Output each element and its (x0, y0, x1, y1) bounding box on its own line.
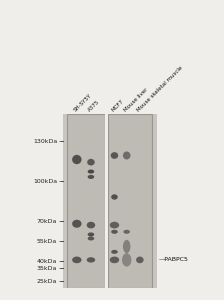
Bar (108, 114, 152, 288)
Ellipse shape (111, 152, 118, 159)
Text: Mouse skeletal muscle: Mouse skeletal muscle (136, 65, 184, 112)
Bar (67, 114, 105, 288)
Ellipse shape (111, 250, 118, 254)
Ellipse shape (110, 256, 119, 263)
Ellipse shape (122, 253, 131, 267)
Ellipse shape (88, 169, 94, 174)
Bar (105, 114, 108, 288)
Ellipse shape (88, 236, 94, 241)
Ellipse shape (87, 257, 95, 262)
Text: MCF7: MCF7 (111, 98, 125, 112)
Ellipse shape (123, 152, 130, 160)
Ellipse shape (72, 256, 82, 263)
Ellipse shape (110, 222, 119, 228)
Ellipse shape (72, 220, 82, 228)
Text: —PABPC5: —PABPC5 (159, 257, 189, 262)
Ellipse shape (123, 240, 130, 253)
Ellipse shape (136, 256, 144, 263)
Ellipse shape (111, 230, 118, 234)
Ellipse shape (88, 232, 94, 236)
Ellipse shape (88, 175, 94, 179)
Text: SH-SY5Y: SH-SY5Y (73, 93, 93, 112)
Ellipse shape (123, 230, 130, 234)
Text: Mouse liver: Mouse liver (123, 87, 149, 112)
Ellipse shape (87, 222, 95, 228)
Ellipse shape (87, 159, 95, 166)
Ellipse shape (72, 155, 82, 164)
Ellipse shape (111, 194, 118, 200)
Text: A375: A375 (87, 99, 101, 112)
